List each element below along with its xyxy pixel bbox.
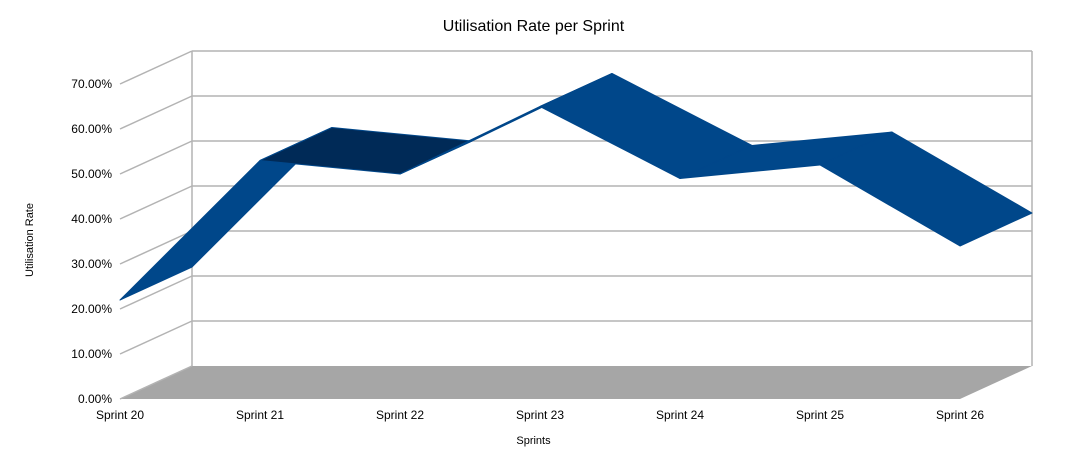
x-tick-label: Sprint 21	[236, 408, 284, 422]
gridline-side	[119, 365, 193, 400]
x-tick-label: Sprint 20	[96, 408, 144, 422]
y-axis-title: Utilisation Rate	[24, 203, 36, 277]
x-tick-label: Sprint 22	[376, 408, 424, 422]
y-tick-label: 60.00%	[71, 122, 112, 136]
chart-floor	[120, 366, 1032, 399]
gridline-side	[119, 50, 193, 85]
x-tick-label: Sprint 23	[516, 408, 564, 422]
gridline-side	[119, 275, 193, 310]
gridline-side	[119, 95, 193, 130]
y-tick-label: 10.00%	[71, 347, 112, 361]
gridline-side	[119, 185, 193, 220]
x-tick-label: Sprint 25	[796, 408, 844, 422]
y-tick-label: 20.00%	[71, 302, 112, 316]
y-tick-label: 0.00%	[78, 392, 112, 406]
x-tick-label: Sprint 24	[656, 408, 704, 422]
y-tick-label: 40.00%	[71, 212, 112, 226]
gridline-side	[119, 140, 193, 175]
y-tick-label: 30.00%	[71, 257, 112, 271]
gridline-side	[119, 320, 193, 355]
chart-title: Utilisation Rate per Sprint	[442, 18, 625, 35]
x-tick-label: Sprint 26	[936, 408, 984, 422]
x-axis-title: Sprints	[516, 435, 551, 447]
y-tick-label: 70.00%	[71, 77, 112, 91]
y-tick-label: 50.00%	[71, 167, 112, 181]
gridline-side	[119, 230, 193, 265]
data-ribbon-segment	[819, 131, 1033, 247]
